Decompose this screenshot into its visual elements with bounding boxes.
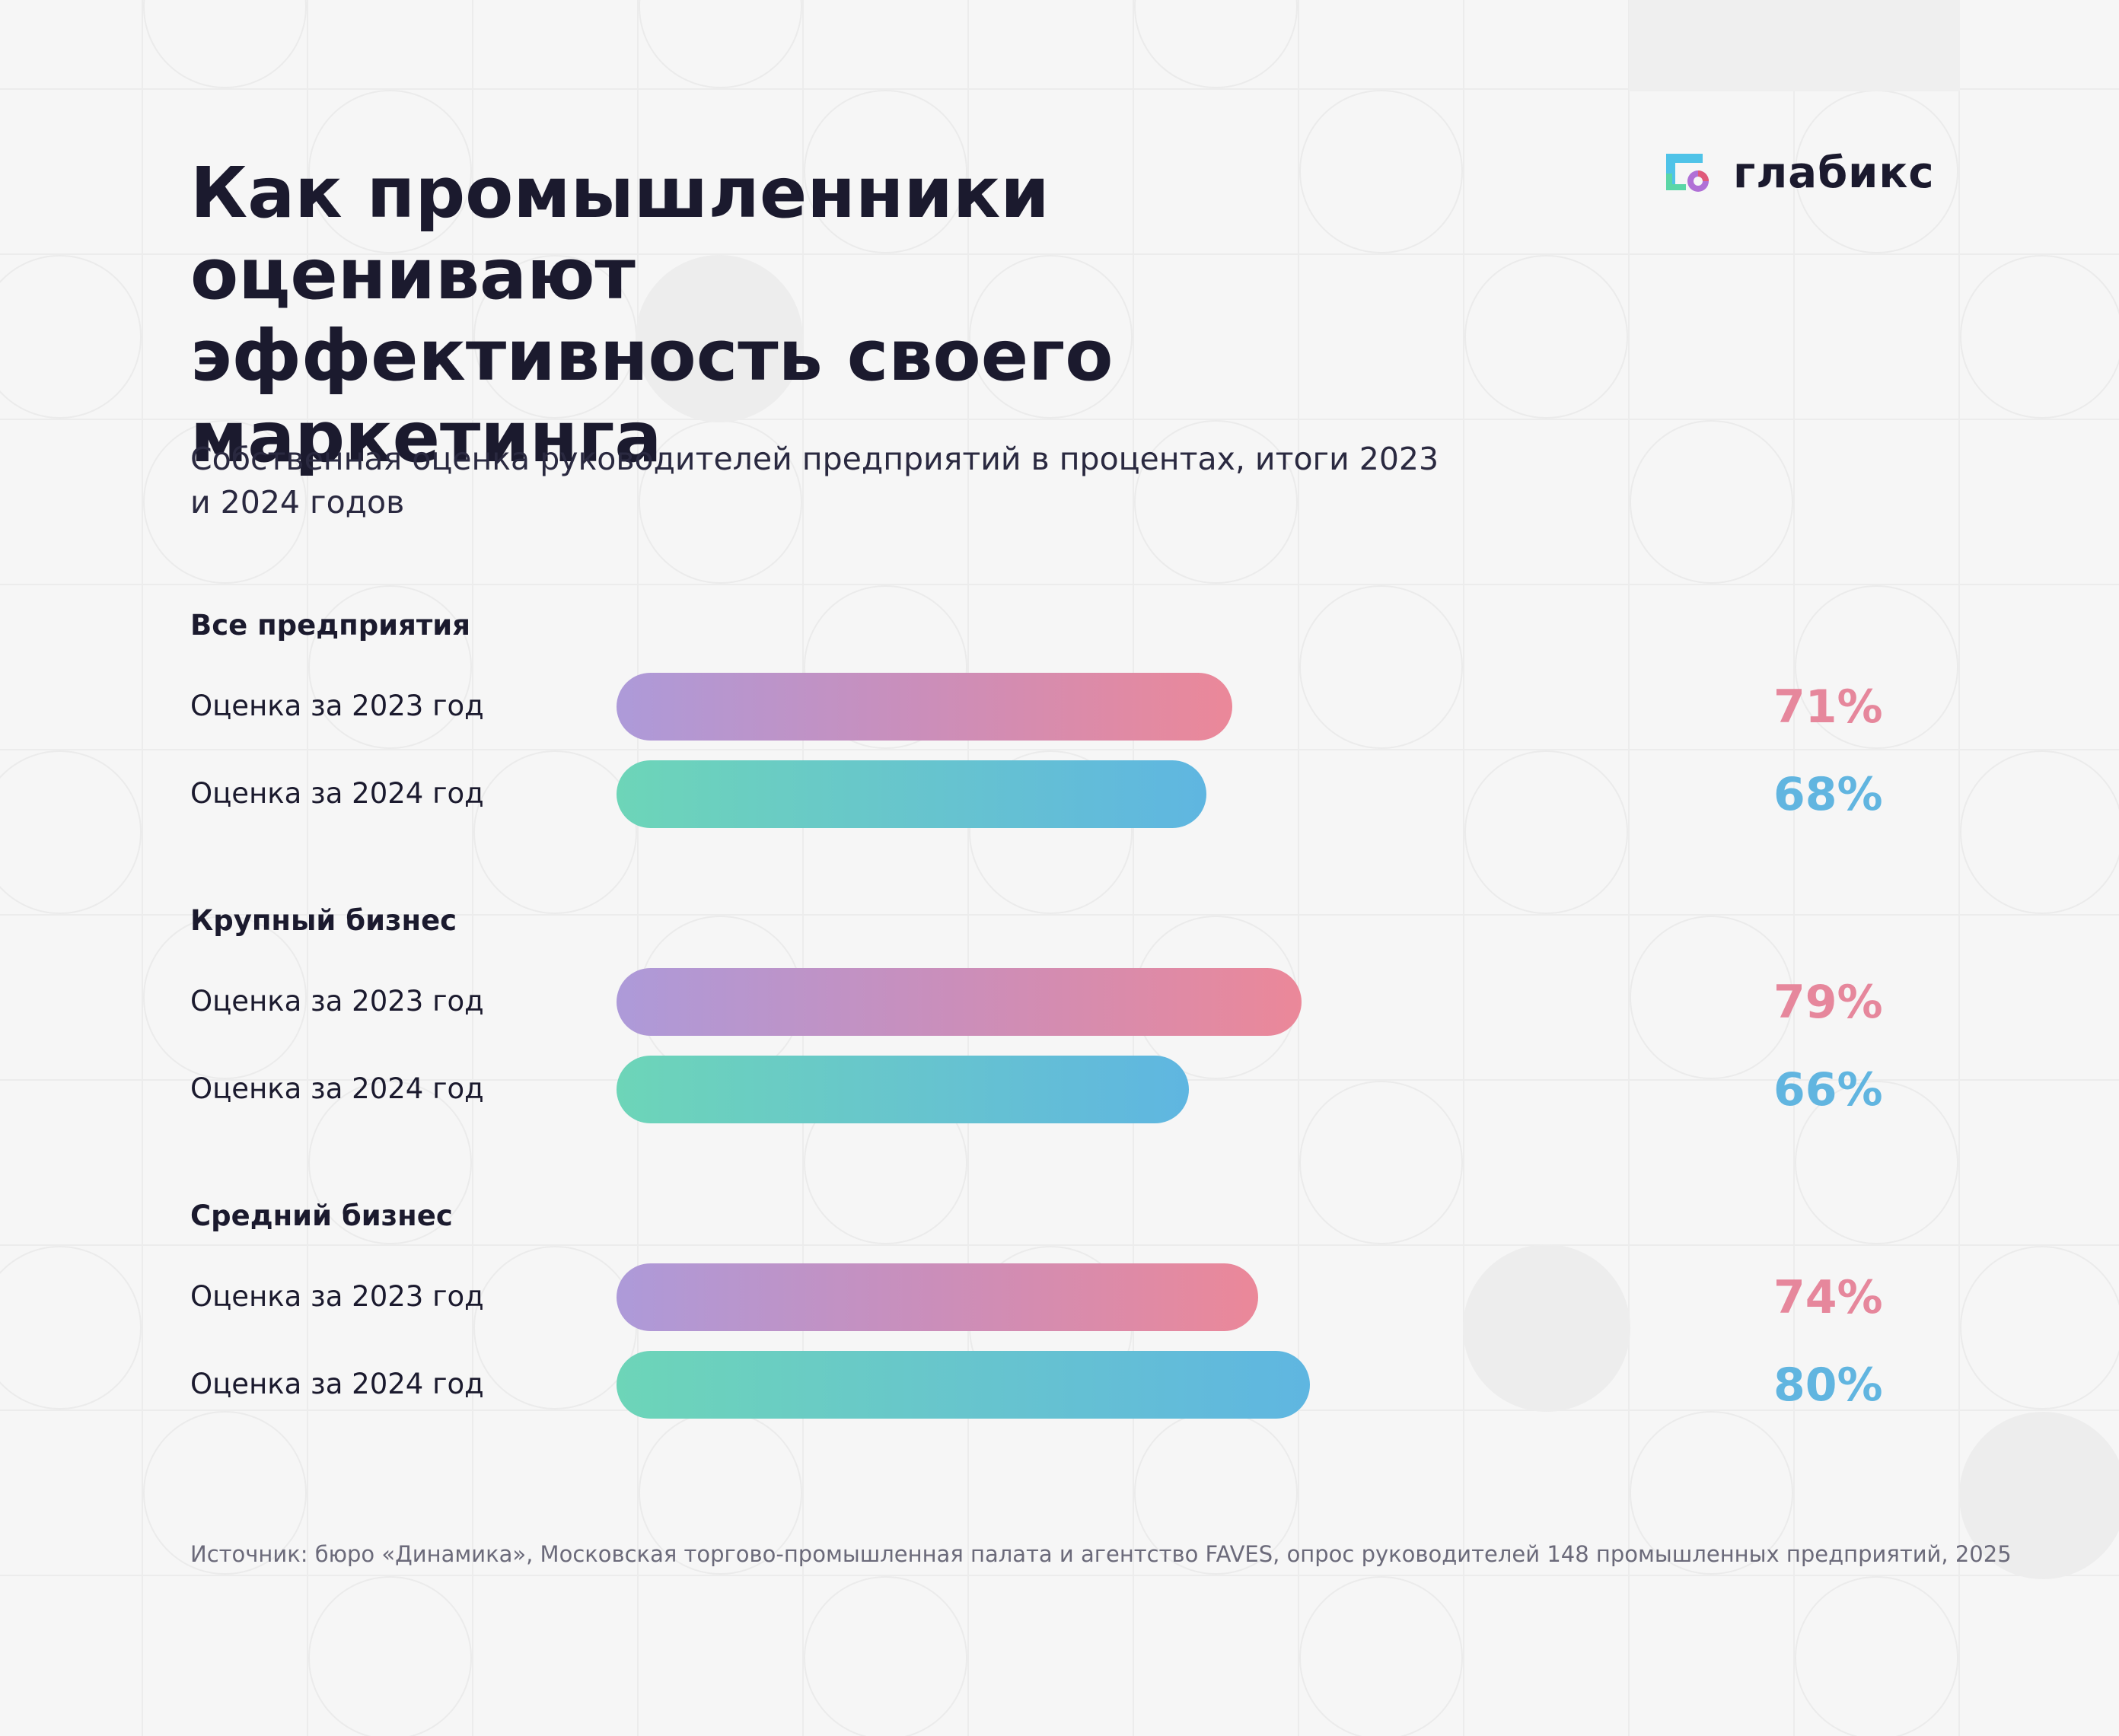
logo-text: глабикс: [1733, 148, 1935, 198]
subtitle-line: Собственная оценка руководителей предпри…: [190, 441, 1439, 477]
bar-label: Оценка за 2024 год: [190, 1368, 484, 1400]
group-title: Все предприятия: [190, 609, 470, 642]
bar: [617, 1263, 1258, 1331]
source-note: Источник: бюро «Динамика», Московская то…: [190, 1541, 2012, 1567]
bar: [617, 1351, 1310, 1419]
bar-value-label: 66%: [1773, 1063, 1883, 1116]
bar-value-label: 80%: [1773, 1359, 1883, 1412]
bar-label: Оценка за 2024 год: [190, 777, 484, 810]
bar-label: Оценка за 2023 год: [190, 1280, 484, 1313]
bar-value-label: 79%: [1773, 976, 1883, 1029]
subtitle: Собственная оценка руководителей предпри…: [190, 438, 1484, 524]
bar-label: Оценка за 2023 год: [190, 690, 484, 722]
title-line: Как промышленники оценивают: [190, 152, 1050, 315]
logo: глабикс: [1663, 151, 1935, 196]
title-line: маркетинга: [190, 397, 662, 478]
bar-value-label: 74%: [1773, 1271, 1883, 1324]
glabiks-logo-icon: [1666, 154, 1709, 192]
group-title: Средний бизнес: [190, 1199, 453, 1232]
bar-label: Оценка за 2024 год: [190, 1072, 484, 1105]
bar: [617, 1056, 1189, 1123]
bar-label: Оценка за 2023 год: [190, 985, 484, 1018]
page-title: Как промышленники оценивают эффективност…: [190, 152, 1484, 478]
title-line: эффективность своего: [190, 315, 1114, 397]
subtitle-line: и 2024 годов: [190, 484, 405, 521]
group-title: Крупный бизнес: [190, 904, 457, 937]
bar: [617, 673, 1232, 741]
bar: [617, 968, 1302, 1036]
bar: [617, 760, 1206, 828]
bar-value-label: 71%: [1773, 680, 1883, 734]
bar-value-label: 68%: [1773, 768, 1883, 821]
